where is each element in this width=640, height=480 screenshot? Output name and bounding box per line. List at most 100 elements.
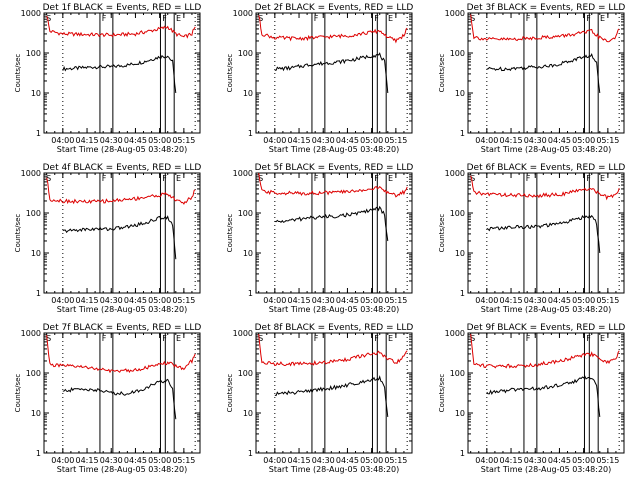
events-series-line [274, 375, 389, 417]
plot-frame [467, 332, 625, 454]
y-tick-label: 100 [238, 209, 253, 218]
interval-marker-label: S [470, 174, 475, 183]
interval-marker-label: E [176, 174, 181, 183]
events-series-line [274, 205, 389, 242]
interval-marker-label: F [586, 14, 591, 23]
y-tick-label: 10 [31, 89, 41, 98]
interval-marker-label: F [374, 334, 379, 343]
y-tick-label: 1 [248, 289, 253, 298]
x-tick-label: 04:00 [51, 136, 74, 145]
subplot-title: Det 3f BLACK = Events, RED = LLD [467, 3, 626, 13]
y-tick-label: 10 [455, 89, 465, 98]
x-axis-label: Start Time (28-Aug-05 03:48:20) [269, 145, 400, 154]
y-tick-label: 100 [26, 49, 41, 58]
x-tick-label: 04:15 [288, 136, 311, 145]
interval-marker-label: F [102, 334, 107, 343]
x-tick-label: 04:30 [312, 136, 335, 145]
x-tick-label: 04:15 [76, 456, 99, 465]
x-tick-label: 05:15 [172, 296, 195, 305]
y-tick-label: 1 [248, 449, 253, 458]
x-tick-label: 05:00 [360, 296, 383, 305]
plot-frame [255, 332, 413, 454]
subplot-title: Det 4f BLACK = Events, RED = LLD [43, 163, 202, 173]
subplot-4: Det 4f BLACK = Events, RED = LLD 1 10 100 10… [14, 163, 201, 314]
subplot-5: Det 5f BLACK = Events, RED = LLD 1 10 100 10… [226, 163, 413, 314]
y-tick-label: 1 [460, 449, 465, 458]
x-tick-label: 04:00 [51, 456, 74, 465]
y-tick-label: 1000 [445, 9, 465, 18]
plot-frame [255, 172, 413, 294]
lld-series-line [258, 173, 408, 198]
y-tick-label: 100 [450, 209, 465, 218]
y-tick-label: 1 [36, 289, 41, 298]
lld-series-line [46, 177, 196, 205]
y-tick-label: 10 [31, 249, 41, 258]
x-tick-label: 04:45 [336, 296, 359, 305]
x-tick-label: 05:00 [360, 136, 383, 145]
subplot-1: Det 1f BLACK = Events, RED = LLD 1 10 100 10… [14, 3, 201, 154]
y-tick-label: 10 [455, 409, 465, 418]
lld-series-line [46, 15, 196, 39]
y-tick-label: 1000 [445, 329, 465, 338]
y-tick-label: 1000 [445, 169, 465, 178]
interval-marker-label: F [162, 14, 167, 23]
x-tick-label: 04:00 [263, 296, 286, 305]
lld-series-line [470, 175, 620, 201]
subplot-9: Det 9f BLACK = Events, RED = LLD 1 10 100 10… [438, 323, 625, 474]
x-tick-label: 04:00 [475, 136, 498, 145]
x-axis-label: Start Time (28-Aug-05 03:48:20) [57, 465, 188, 474]
interval-marker-label: F [102, 174, 107, 183]
y-axis-label: Counts/sec [226, 214, 234, 253]
y-tick-label: 1 [248, 129, 253, 138]
x-tick-label: 04:45 [124, 456, 147, 465]
x-tick-label: 05:15 [172, 456, 195, 465]
x-tick-label: 05:00 [148, 296, 171, 305]
plot-frame [255, 12, 413, 134]
interval-marker-label: S [470, 334, 475, 343]
interval-marker-label: F [374, 14, 379, 23]
y-tick-label: 1 [36, 129, 41, 138]
interval-marker-label: F [374, 174, 379, 183]
subplot-title: Det 8f BLACK = Events, RED = LLD [255, 323, 414, 333]
y-axis-label: Counts/sec [438, 54, 446, 93]
y-tick-label: 1000 [21, 169, 41, 178]
x-axis-label: Start Time (28-Aug-05 03:48:20) [57, 305, 188, 314]
interval-marker-label: E [176, 14, 181, 23]
x-tick-label: 05:15 [384, 456, 407, 465]
y-axis-label: Counts/sec [14, 374, 22, 413]
subplot-7: Det 7f BLACK = Events, RED = LLD 1 10 100 10… [14, 323, 201, 474]
x-tick-label: 04:30 [524, 296, 547, 305]
interval-marker-label: E [388, 334, 393, 343]
interval-marker-label: F [102, 14, 107, 23]
interval-marker-label: F [586, 174, 591, 183]
interval-marker-label: S [258, 174, 263, 183]
x-tick-label: 05:15 [384, 296, 407, 305]
x-tick-label: 04:30 [100, 456, 123, 465]
x-tick-label: 04:30 [524, 456, 547, 465]
lld-series-line [470, 334, 620, 369]
y-tick-label: 100 [450, 49, 465, 58]
x-tick-label: 04:45 [124, 136, 147, 145]
y-tick-label: 10 [455, 249, 465, 258]
x-tick-label: 05:00 [148, 136, 171, 145]
x-axis-label: Start Time (28-Aug-05 03:48:20) [481, 465, 612, 474]
interval-marker-label: F [314, 334, 319, 343]
x-tick-label: 04:15 [288, 456, 311, 465]
interval-marker-label: F [162, 334, 167, 343]
x-tick-label: 04:45 [548, 136, 571, 145]
interval-marker-label: E [388, 14, 393, 23]
x-tick-label: 04:15 [76, 296, 99, 305]
y-tick-label: 1000 [233, 169, 253, 178]
y-tick-label: 1 [460, 129, 465, 138]
y-axis-label: Counts/sec [14, 214, 22, 253]
x-tick-label: 04:45 [336, 456, 359, 465]
x-tick-label: 05:00 [360, 456, 383, 465]
interval-marker-label: F [586, 334, 591, 343]
plot-frame [43, 332, 201, 454]
y-tick-label: 100 [26, 209, 41, 218]
y-tick-label: 1 [460, 289, 465, 298]
x-tick-label: 04:30 [100, 136, 123, 145]
lld-series-line [470, 14, 620, 43]
lld-series-line [258, 333, 408, 367]
